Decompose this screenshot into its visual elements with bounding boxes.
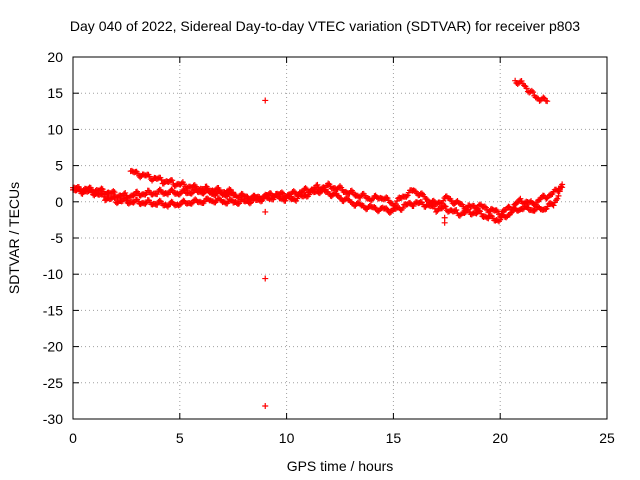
data-point (440, 197, 447, 204)
y-axis-ticks: -30 -25 -20 -15 -10 -5 0 5 10 15 20 (43, 49, 607, 427)
data-point (122, 189, 129, 196)
y-tick-label: 20 (47, 49, 63, 65)
chart-title: Day 040 of 2022, Sidereal Day-to-day VTE… (70, 18, 580, 34)
data-point (392, 200, 399, 207)
data-point (530, 89, 537, 96)
y-tick-label: -20 (43, 339, 63, 355)
data-point (442, 203, 449, 210)
data-point (325, 180, 332, 187)
data-point (230, 189, 237, 196)
y-tick-label: 10 (47, 121, 63, 137)
data-point (299, 189, 306, 196)
data-point (130, 192, 137, 199)
data-point (383, 194, 390, 201)
data-point (393, 198, 400, 205)
data-point (513, 200, 520, 207)
x-tick-label: 0 (69, 430, 77, 446)
outlier-point (441, 214, 448, 221)
data-point (462, 206, 469, 213)
data-points (70, 77, 566, 409)
data-point (142, 200, 149, 207)
data-point (111, 189, 118, 196)
data-point (226, 186, 233, 193)
data-point (481, 203, 488, 210)
data-point (188, 200, 195, 207)
y-tick-label: 0 (55, 194, 63, 210)
data-point (346, 190, 353, 197)
data-point (154, 201, 161, 208)
data-point (404, 192, 411, 199)
x-tick-label: 15 (386, 430, 402, 446)
data-point (430, 197, 437, 204)
data-point (554, 195, 561, 202)
data-point (110, 188, 117, 195)
data-point (302, 185, 309, 192)
outlier-point (441, 219, 448, 226)
plot-frame (72, 56, 608, 420)
data-point (188, 190, 195, 197)
x-tick-label: 25 (599, 430, 615, 446)
y-tick-label: -15 (43, 302, 63, 318)
data-point (169, 177, 176, 184)
data-point (559, 181, 566, 188)
x-tick-label: 20 (492, 430, 508, 446)
y-tick-label: -25 (43, 375, 63, 391)
y-axis-label: SDTVAR / TECUs (6, 182, 22, 294)
y-tick-label: 5 (55, 158, 63, 174)
data-point (399, 205, 406, 212)
data-point (314, 181, 321, 188)
x-axis-label: GPS time / hours (287, 458, 394, 474)
data-point (540, 94, 547, 101)
y-tick-label: -5 (51, 230, 64, 246)
outlier-point (262, 402, 269, 409)
data-point (158, 176, 165, 183)
outlier-point (262, 275, 269, 282)
data-point (453, 206, 460, 213)
data-point (338, 184, 345, 191)
data-point (518, 77, 525, 84)
y-tick-label: -10 (43, 266, 63, 282)
y-tick-label: 15 (47, 85, 63, 101)
data-point (548, 191, 555, 198)
x-axis-ticks: 0 5 10 15 20 25 (69, 57, 615, 446)
data-point (550, 202, 557, 209)
data-point (227, 196, 234, 203)
outlier-point (262, 97, 269, 104)
grid-lines (73, 57, 607, 419)
data-point (533, 94, 540, 101)
y-tick-label: -30 (43, 411, 63, 427)
data-point (337, 194, 343, 201)
data-point (154, 191, 161, 198)
x-tick-label: 10 (279, 430, 295, 446)
data-point (258, 196, 265, 203)
data-point (555, 192, 562, 199)
data-point (544, 98, 551, 105)
data-point (278, 189, 285, 196)
data-point (474, 205, 481, 212)
data-point (531, 202, 538, 209)
outlier-point (262, 208, 269, 215)
data-point (383, 205, 390, 212)
data-point (523, 85, 530, 92)
x-tick-label: 5 (176, 430, 184, 446)
data-point (487, 212, 494, 219)
data-point (498, 210, 505, 217)
data-point (528, 87, 535, 94)
